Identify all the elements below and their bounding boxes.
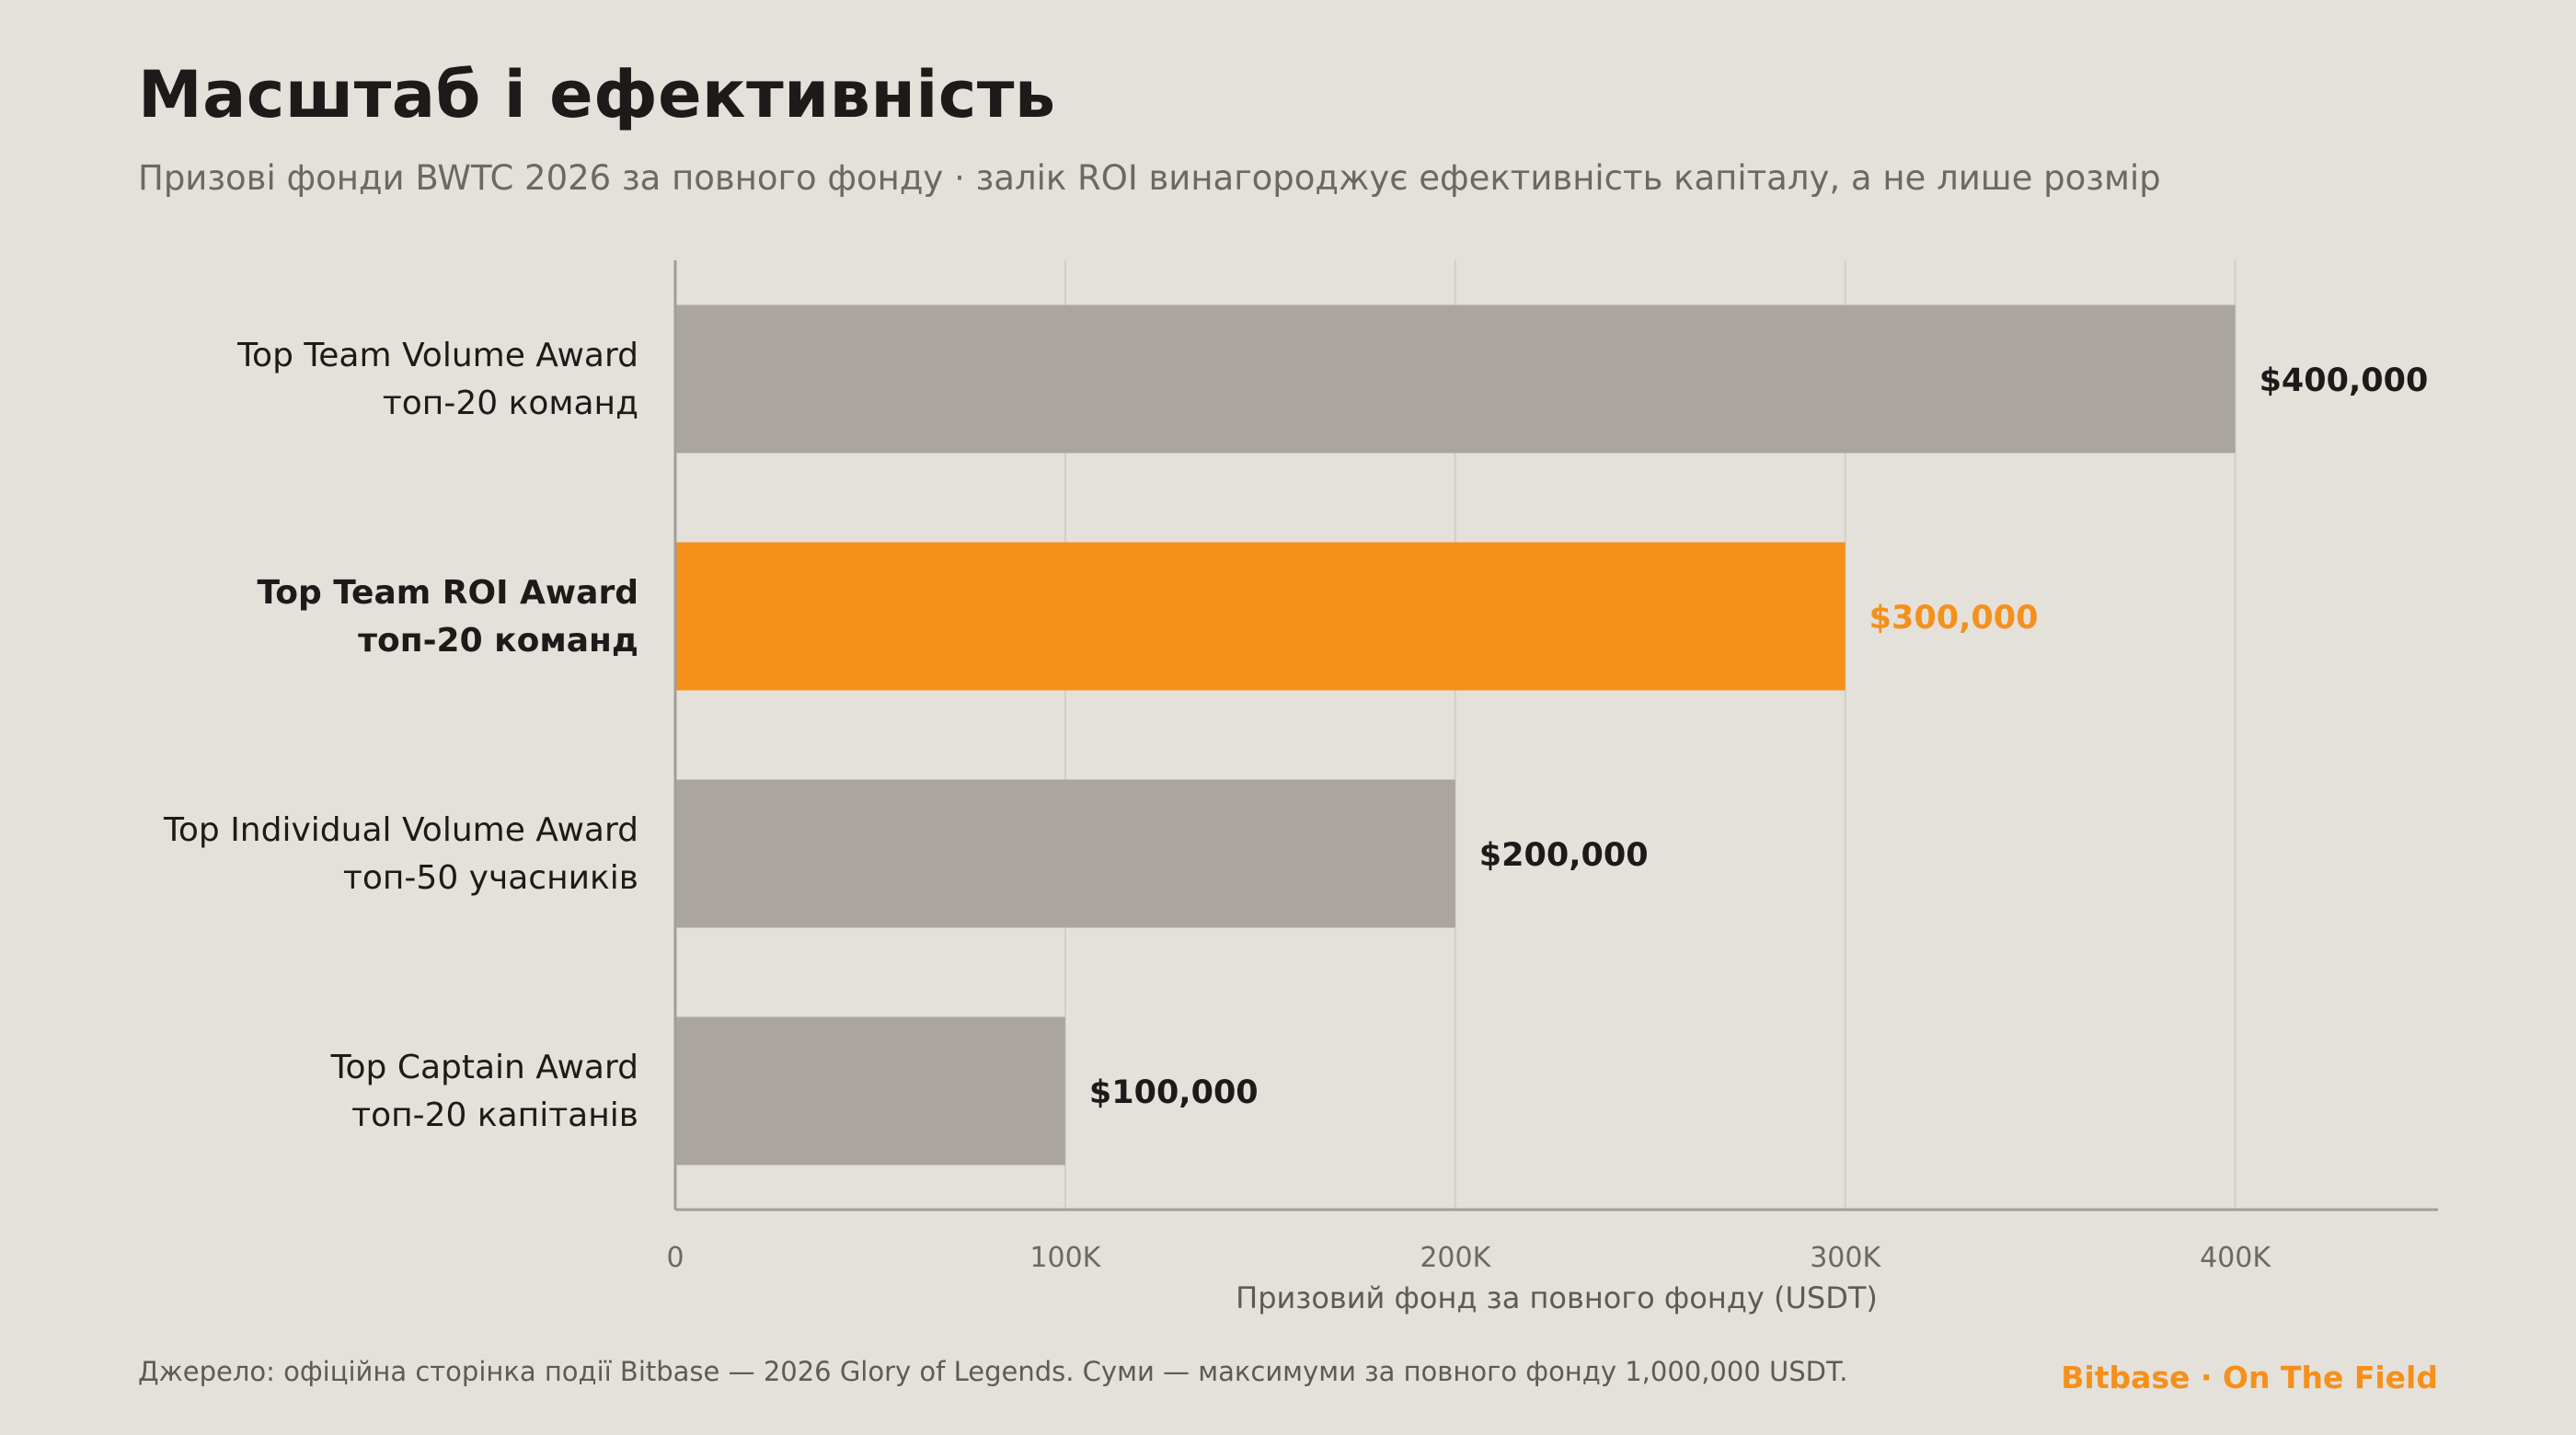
- x-tick-label: 200K: [1420, 1242, 1491, 1274]
- bar: [675, 779, 1455, 928]
- category-label: Top Individual Volume Award топ-50 учасни…: [163, 811, 638, 897]
- x-tick-label: 400K: [2200, 1242, 2271, 1274]
- chart-title: Масштаб і ефективність: [138, 57, 1056, 132]
- x-tick-label: 0: [666, 1242, 684, 1274]
- category-label: Top Team ROI Award топ-20 команд: [257, 574, 638, 660]
- bar: [675, 1016, 1065, 1165]
- x-axis-label: Призовий фонд за повного фонду (USDT): [1236, 1280, 1878, 1315]
- value-label: $200,000: [1479, 837, 1649, 874]
- category-label: Top Team Volume Award топ-20 команд: [236, 337, 638, 422]
- value-label: $400,000: [2260, 362, 2429, 399]
- x-tick-label: 100K: [1029, 1242, 1101, 1274]
- brand-label: Bitbase · On The Field: [2061, 1360, 2438, 1395]
- value-label: $300,000: [1869, 600, 2039, 637]
- source-note: Джерело: офіційна сторінка події Bitbase…: [138, 1356, 1848, 1387]
- value-label: $100,000: [1089, 1074, 1259, 1111]
- bar: [675, 542, 1846, 691]
- chart-subtitle: Призові фонди BWTC 2026 за повного фонду…: [138, 158, 2161, 198]
- category-label: Top Captain Award топ-20 капітанів: [330, 1049, 638, 1134]
- bar: [675, 304, 2236, 453]
- x-tick-label: 300K: [1810, 1242, 1881, 1274]
